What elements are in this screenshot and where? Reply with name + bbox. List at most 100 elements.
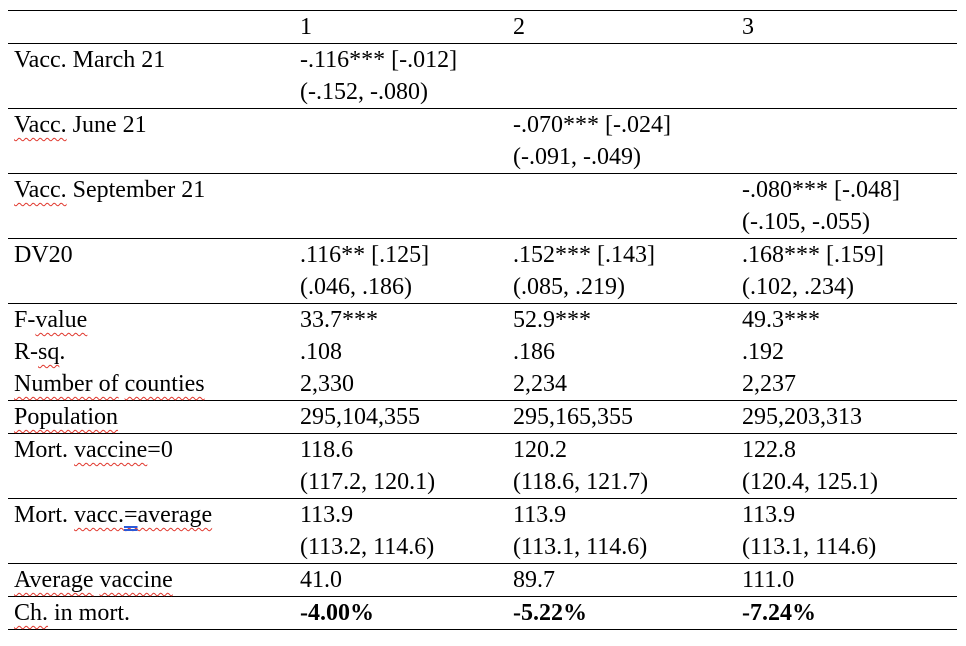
cell-line: 2,330 <box>300 371 354 397</box>
row-dv20-model-3[interactable]: .168*** [.159] (.102, .234) <box>737 238 957 304</box>
row-number-of-counties-label[interactable]: Number of counties <box>8 368 295 401</box>
label-text: . <box>59 339 66 365</box>
cell-line: 52.9*** <box>513 307 591 333</box>
row-number-of-counties-model-3[interactable]: 2,237 <box>737 368 957 401</box>
spellcheck-underline: Average <box>14 567 94 593</box>
row-vacc-march-21: Vacc. March 21 -.116*** [-.012] (-.152, -.… <box>8 43 957 109</box>
cell-line: 118.6 <box>300 437 354 463</box>
cell-line: 113.9 <box>742 502 796 528</box>
cell-line: (-.091, -.049) <box>513 144 641 170</box>
header-model-3[interactable]: 3 <box>737 10 957 44</box>
row-mort-vacc-average-model-3[interactable]: 113.9 (113.1, 114.6) <box>737 498 957 564</box>
row-average-vaccine-label[interactable]: Average vaccine <box>8 563 295 597</box>
row-vacc-june-21: Vacc. June 21 -.070*** [-.024] (-.091, -.0… <box>8 108 957 174</box>
header-model-1[interactable]: 1 <box>295 10 508 44</box>
label-text: F- <box>14 307 36 333</box>
row-r-sq-model-3[interactable]: .192 <box>737 336 957 368</box>
cell-line: 33.7*** <box>300 307 378 333</box>
row-dv20-model-1[interactable]: .116** [.125] (.046, .186) <box>295 238 508 304</box>
row-ch-in-mort-label[interactable]: Ch. in mort. <box>8 596 295 630</box>
row-vacc-september-21-label[interactable]: Vacc. September 21 <box>8 173 295 239</box>
row-r-sq: R-sq. .108 .186.192 <box>8 336 957 368</box>
row-r-sq-label[interactable]: R-sq. <box>8 336 295 368</box>
row-f-value-label[interactable]: F-value <box>8 303 295 336</box>
row-vacc-march-21-model-3[interactable] <box>737 43 957 109</box>
row-ch-in-mort-model-2[interactable]: -5.22% <box>508 596 737 630</box>
row-r-sq-model-2[interactable]: .186 <box>508 336 737 368</box>
row-dv20-model-2[interactable]: .152*** [.143] (.085, .219) <box>508 238 737 304</box>
row-mort-vaccine-0-model-1[interactable]: 118.6 (117.2, 120.1) <box>295 433 508 499</box>
cell-line: 295,203,313 <box>742 404 862 430</box>
row-vacc-june-21-model-1[interactable] <box>295 108 508 174</box>
row-vacc-june-21-label[interactable]: Vacc. June 21 <box>8 108 295 174</box>
cell-line: 295,165,355 <box>513 404 633 430</box>
row-number-of-counties: Number of counties 2,330 2,234 2,237 <box>8 368 957 401</box>
row-vacc-march-21-model-1[interactable]: -.116*** [-.012] (-.152, -.080) <box>295 43 508 109</box>
row-population: Population 295,104,355 295,165,355 295,203,… <box>8 400 957 434</box>
row-population-model-2[interactable]: 295,165,355 <box>508 400 737 434</box>
label-text: Mort. <box>14 437 74 463</box>
row-f-value-model-2[interactable]: 52.9*** <box>508 303 737 336</box>
row-dv20: DV20 .116** [.125] (.046, .186) .152*** [.1… <box>8 238 957 304</box>
row-average-vaccine-model-2[interactable]: 89.7 <box>508 563 737 597</box>
row-mort-vacc-average-label[interactable]: Mort. vacc.=average <box>8 498 295 564</box>
row-f-value: F-value 33.7*** 52.9*** 49.3*** <box>8 303 957 336</box>
row-population-model-3[interactable]: 295,203,313 <box>737 400 957 434</box>
cell-line: 2,234 <box>513 371 567 397</box>
row-f-value-model-3[interactable]: 49.3*** <box>737 303 957 336</box>
row-population-label[interactable]: Population <box>8 400 295 434</box>
row-vacc-june-21-model-3[interactable] <box>737 108 957 174</box>
cell-line: -.116*** [-.012] <box>300 47 458 73</box>
spellcheck-underline: vaccine <box>99 567 173 593</box>
row-vacc-september-21-model-1[interactable] <box>295 173 508 239</box>
row-population-model-1[interactable]: 295,104,355 <box>295 400 508 434</box>
cell-line: .168*** [.159] <box>742 242 884 268</box>
row-number-of-counties-model-2[interactable]: 2,234 <box>508 368 737 401</box>
label-text: Mort. <box>14 502 74 528</box>
spellcheck-underline: vacc. <box>74 502 124 528</box>
spellcheck-underline: vaccine <box>74 437 148 463</box>
cell-line: .108 <box>300 339 342 365</box>
row-average-vaccine-model-1[interactable]: 41.0 <box>295 563 508 597</box>
row-average-vaccine-model-3[interactable]: 111.0 <box>737 563 957 597</box>
cell-line: .192 <box>742 339 784 365</box>
row-number-of-counties-model-1[interactable]: 2,330 <box>295 368 508 401</box>
label-text: =0 <box>147 437 173 463</box>
cell-line: 295,104,355 <box>300 404 420 430</box>
row-mort-vacc-average: Mort. vacc.=average 113.9 (113.2, 114.6) 11… <box>8 498 957 564</box>
cell-line: (113.1, 114.6) <box>513 534 648 560</box>
header-label-cell[interactable] <box>8 10 295 44</box>
cell-line: -5.22% <box>513 600 587 626</box>
row-dv20-label[interactable]: DV20 <box>8 238 295 304</box>
row-mort-vaccine-0-model-3[interactable]: 122.8 (120.4, 125.1) <box>737 433 957 499</box>
label-text: Vacc. March 21 <box>14 47 166 73</box>
cell-line: -.070*** [-.024] <box>513 112 671 138</box>
cell-line: 41.0 <box>300 567 342 593</box>
cell-line: 89.7 <box>513 567 555 593</box>
row-r-sq-model-1[interactable]: .108 <box>295 336 508 368</box>
header-model-2[interactable]: 2 <box>508 10 737 44</box>
row-ch-in-mort-model-3[interactable]: -7.24% <box>737 596 957 630</box>
row-vacc-september-21-model-3[interactable]: -.080*** [-.048] (-.105, -.055) <box>737 173 957 239</box>
table-body: Vacc. March 21 -.116*** [-.012] (-.152, -.… <box>8 43 957 630</box>
cell-line: (113.2, 114.6) <box>300 534 435 560</box>
row-vacc-september-21-model-2[interactable] <box>508 173 737 239</box>
cell-line: 49.3*** <box>742 307 820 333</box>
row-vacc-march-21-model-2[interactable] <box>508 43 737 109</box>
row-vacc-june-21-model-2[interactable]: -.070*** [-.024] (-.091, -.049) <box>508 108 737 174</box>
row-f-value-model-1[interactable]: 33.7*** <box>295 303 508 336</box>
spellcheck-underline: Number of <box>14 371 119 397</box>
row-mort-vacc-average-model-1[interactable]: 113.9 (113.2, 114.6) <box>295 498 508 564</box>
row-mort-vacc-average-model-2[interactable]: 113.9 (113.1, 114.6) <box>508 498 737 564</box>
row-vacc-march-21-label[interactable]: Vacc. March 21 <box>8 43 295 109</box>
cell-line: -7.24% <box>742 600 816 626</box>
label-text: R- <box>14 339 38 365</box>
cell-line: (-.105, -.055) <box>742 209 870 235</box>
spellcheck-underline: Ch. <box>14 600 49 626</box>
row-ch-in-mort-model-1[interactable]: -4.00% <box>295 596 508 630</box>
row-mort-vaccine-0: Mort. vaccine=0 118.6 (117.2, 120.1) 120.2(… <box>8 433 957 499</box>
row-mort-vaccine-0-label[interactable]: Mort. vaccine=0 <box>8 433 295 499</box>
label-text: June 21 <box>66 112 147 138</box>
row-mort-vaccine-0-model-2[interactable]: 120.2 (118.6, 121.7) <box>508 433 737 499</box>
